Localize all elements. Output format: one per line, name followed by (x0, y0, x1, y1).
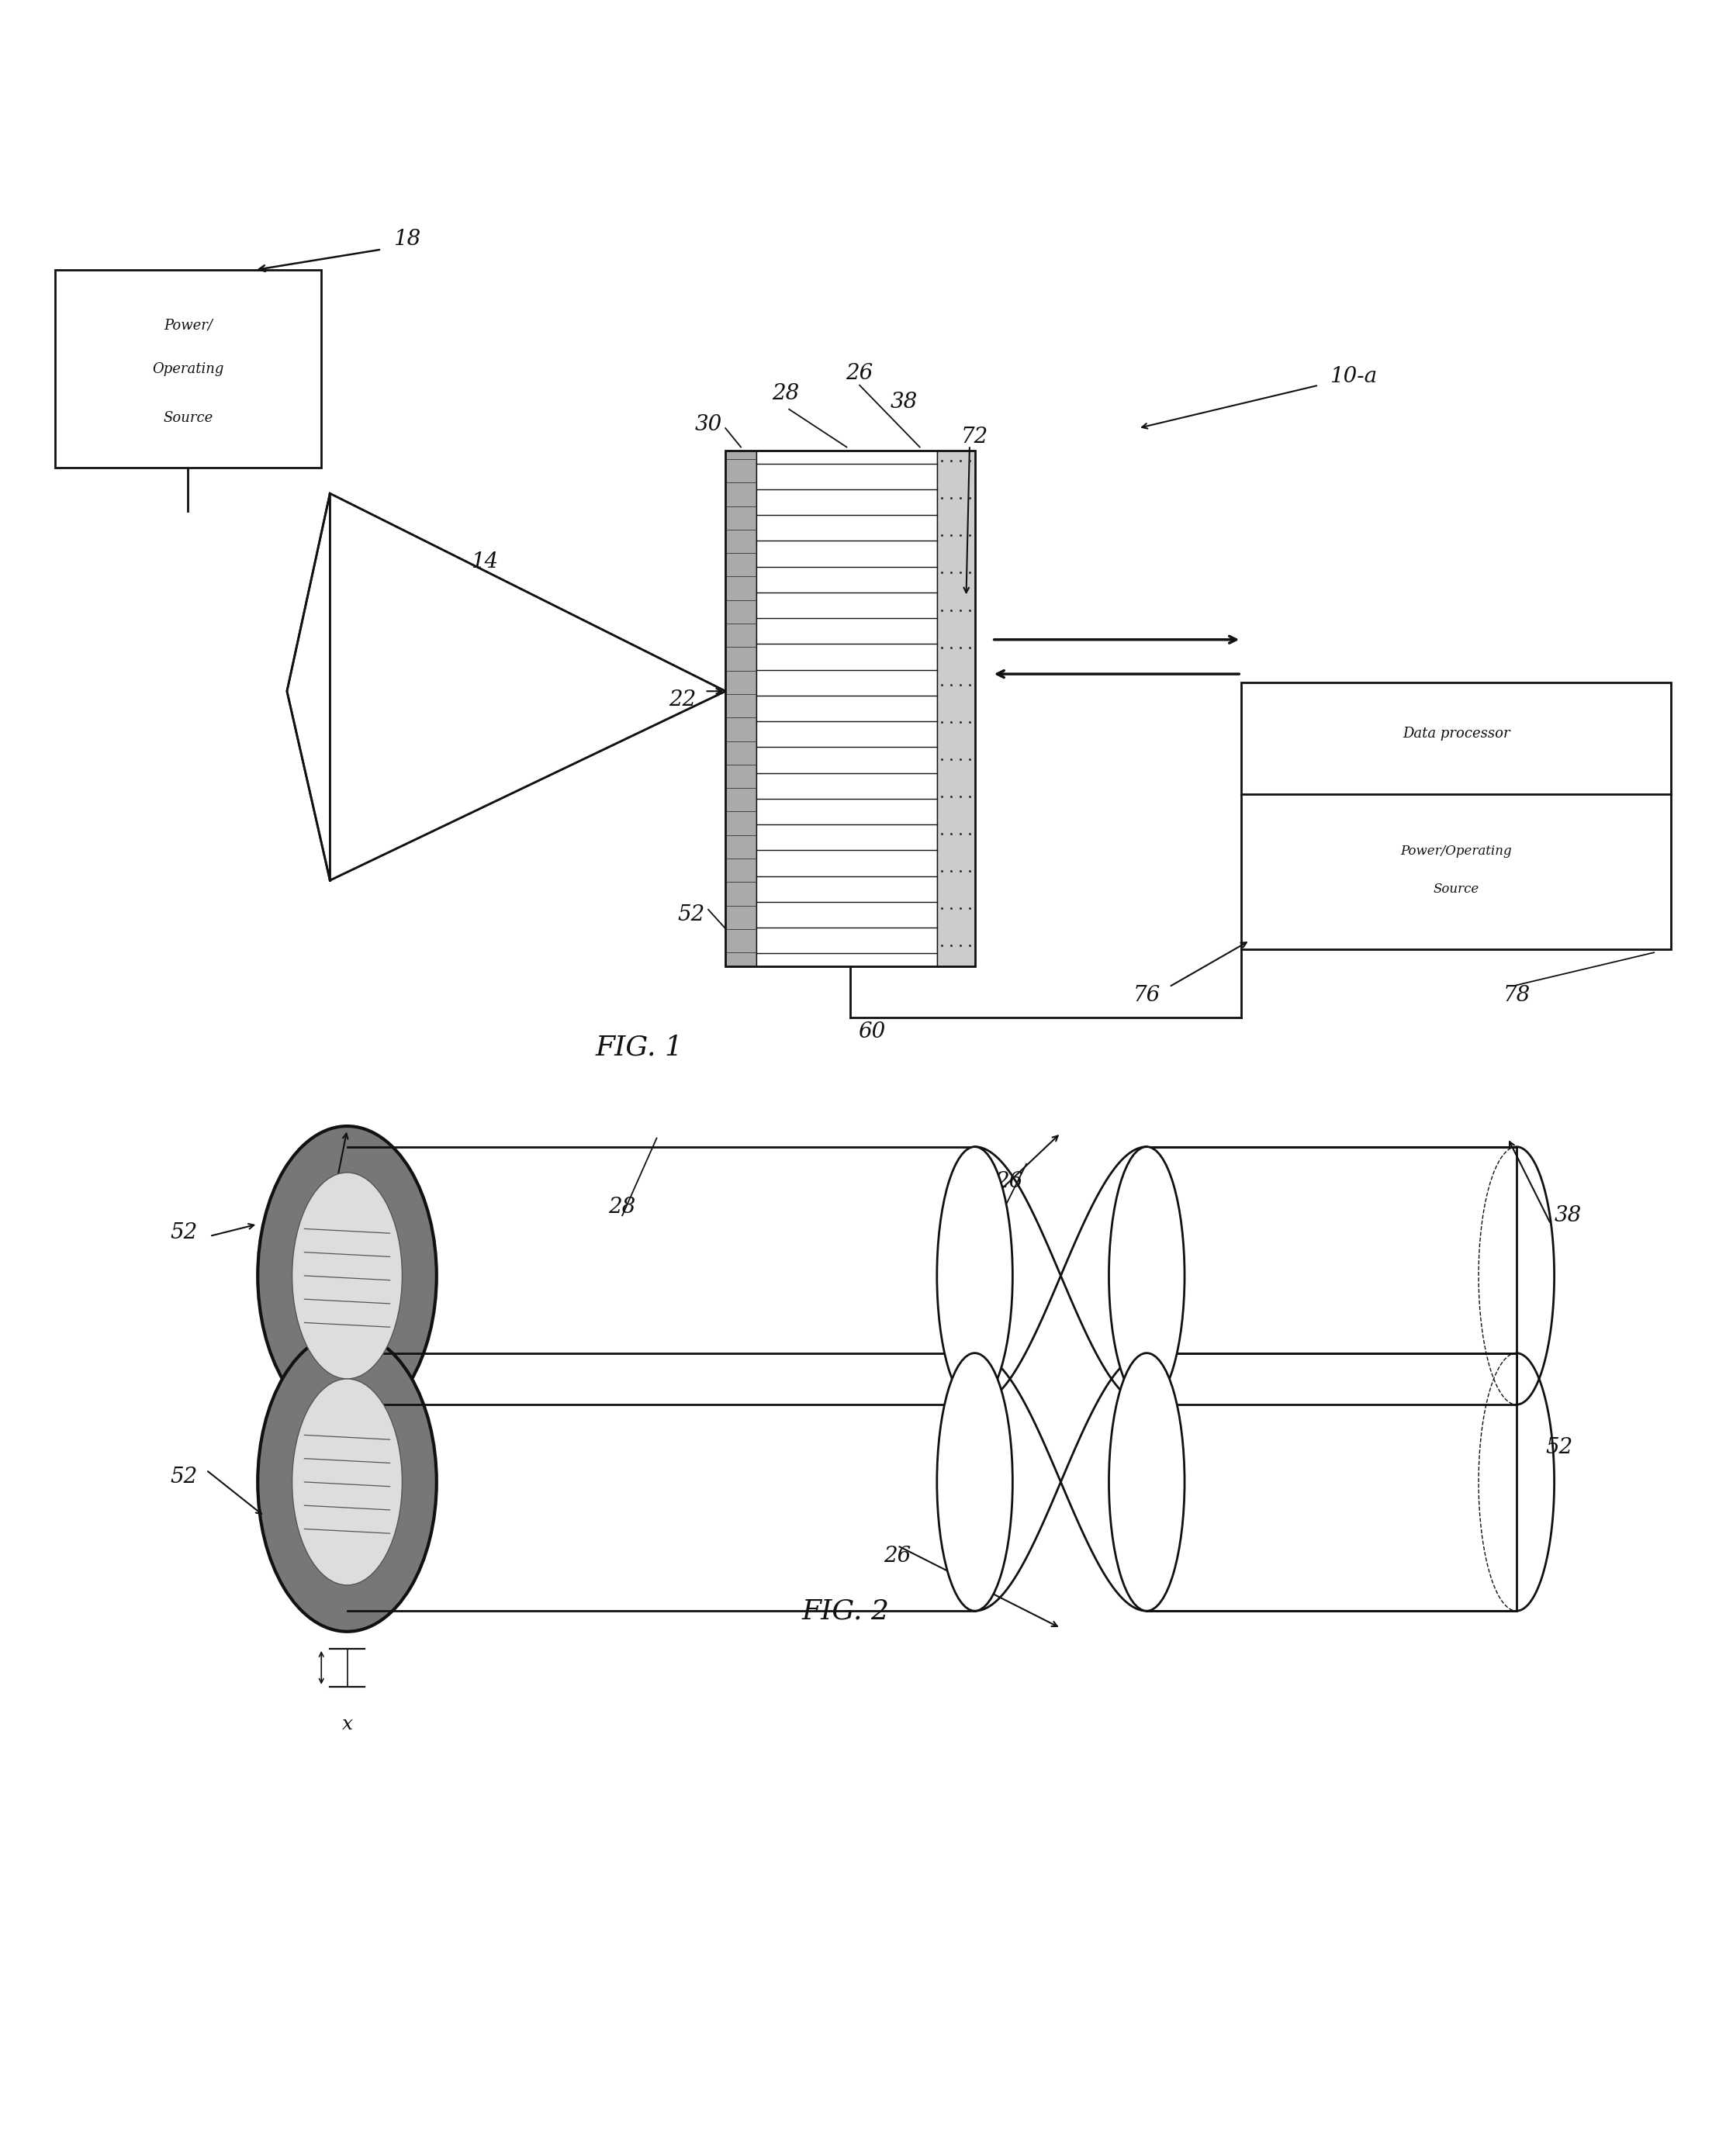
Text: 72: 72 (961, 427, 989, 446)
Text: 26: 26 (884, 1546, 911, 1567)
Text: 52: 52 (171, 1466, 197, 1488)
Text: Source: Source (164, 412, 212, 425)
Text: Power/: Power/ (164, 319, 212, 332)
Bar (937, 451, 975, 966)
Ellipse shape (1108, 1147, 1184, 1404)
Ellipse shape (257, 1125, 437, 1425)
Text: 30: 30 (307, 1197, 335, 1218)
Text: 26: 26 (846, 362, 873, 384)
Text: 52: 52 (171, 1222, 197, 1244)
Bar (1146, 1354, 1517, 1611)
Text: Power/Operating: Power/Operating (1400, 845, 1512, 858)
Text: 34: 34 (979, 1214, 1006, 1235)
Text: 30: 30 (694, 414, 721, 436)
Text: 14: 14 (471, 552, 499, 573)
Bar (1241, 683, 1671, 949)
Text: 52: 52 (677, 903, 704, 925)
Polygon shape (330, 494, 725, 880)
Text: 22: 22 (668, 690, 696, 709)
Text: FIG. 2: FIG. 2 (803, 1598, 889, 1623)
Ellipse shape (292, 1173, 402, 1380)
Text: 60: 60 (858, 1022, 885, 1041)
Polygon shape (975, 1354, 1146, 1611)
Bar (725, 451, 975, 966)
Ellipse shape (292, 1380, 402, 1585)
Text: 26: 26 (996, 1171, 1024, 1192)
Text: 78: 78 (1503, 985, 1529, 1007)
Polygon shape (975, 1147, 1146, 1404)
Text: 28: 28 (609, 1197, 635, 1218)
Bar (756, 451, 937, 966)
Ellipse shape (937, 1147, 1013, 1404)
Text: 28: 28 (772, 384, 799, 405)
Bar (725, 451, 756, 966)
Bar (347, 1354, 975, 1611)
Text: 18: 18 (394, 229, 421, 250)
Text: 52: 52 (1546, 1438, 1572, 1457)
Bar (1146, 1147, 1517, 1404)
Text: 10-a: 10-a (1329, 367, 1377, 388)
Text: Data processor: Data processor (1403, 727, 1510, 740)
Text: 76: 76 (1132, 985, 1160, 1007)
Text: FIG. 1: FIG. 1 (595, 1035, 683, 1061)
Text: Source: Source (1433, 882, 1479, 895)
Ellipse shape (257, 1332, 437, 1632)
Text: x: x (342, 1716, 352, 1733)
Text: Operating: Operating (152, 362, 224, 375)
Text: 38: 38 (1555, 1205, 1581, 1227)
Text: 38: 38 (891, 392, 918, 412)
Bar (55, 270, 321, 468)
Ellipse shape (937, 1354, 1013, 1611)
Ellipse shape (1108, 1354, 1184, 1611)
Bar (347, 1147, 975, 1404)
